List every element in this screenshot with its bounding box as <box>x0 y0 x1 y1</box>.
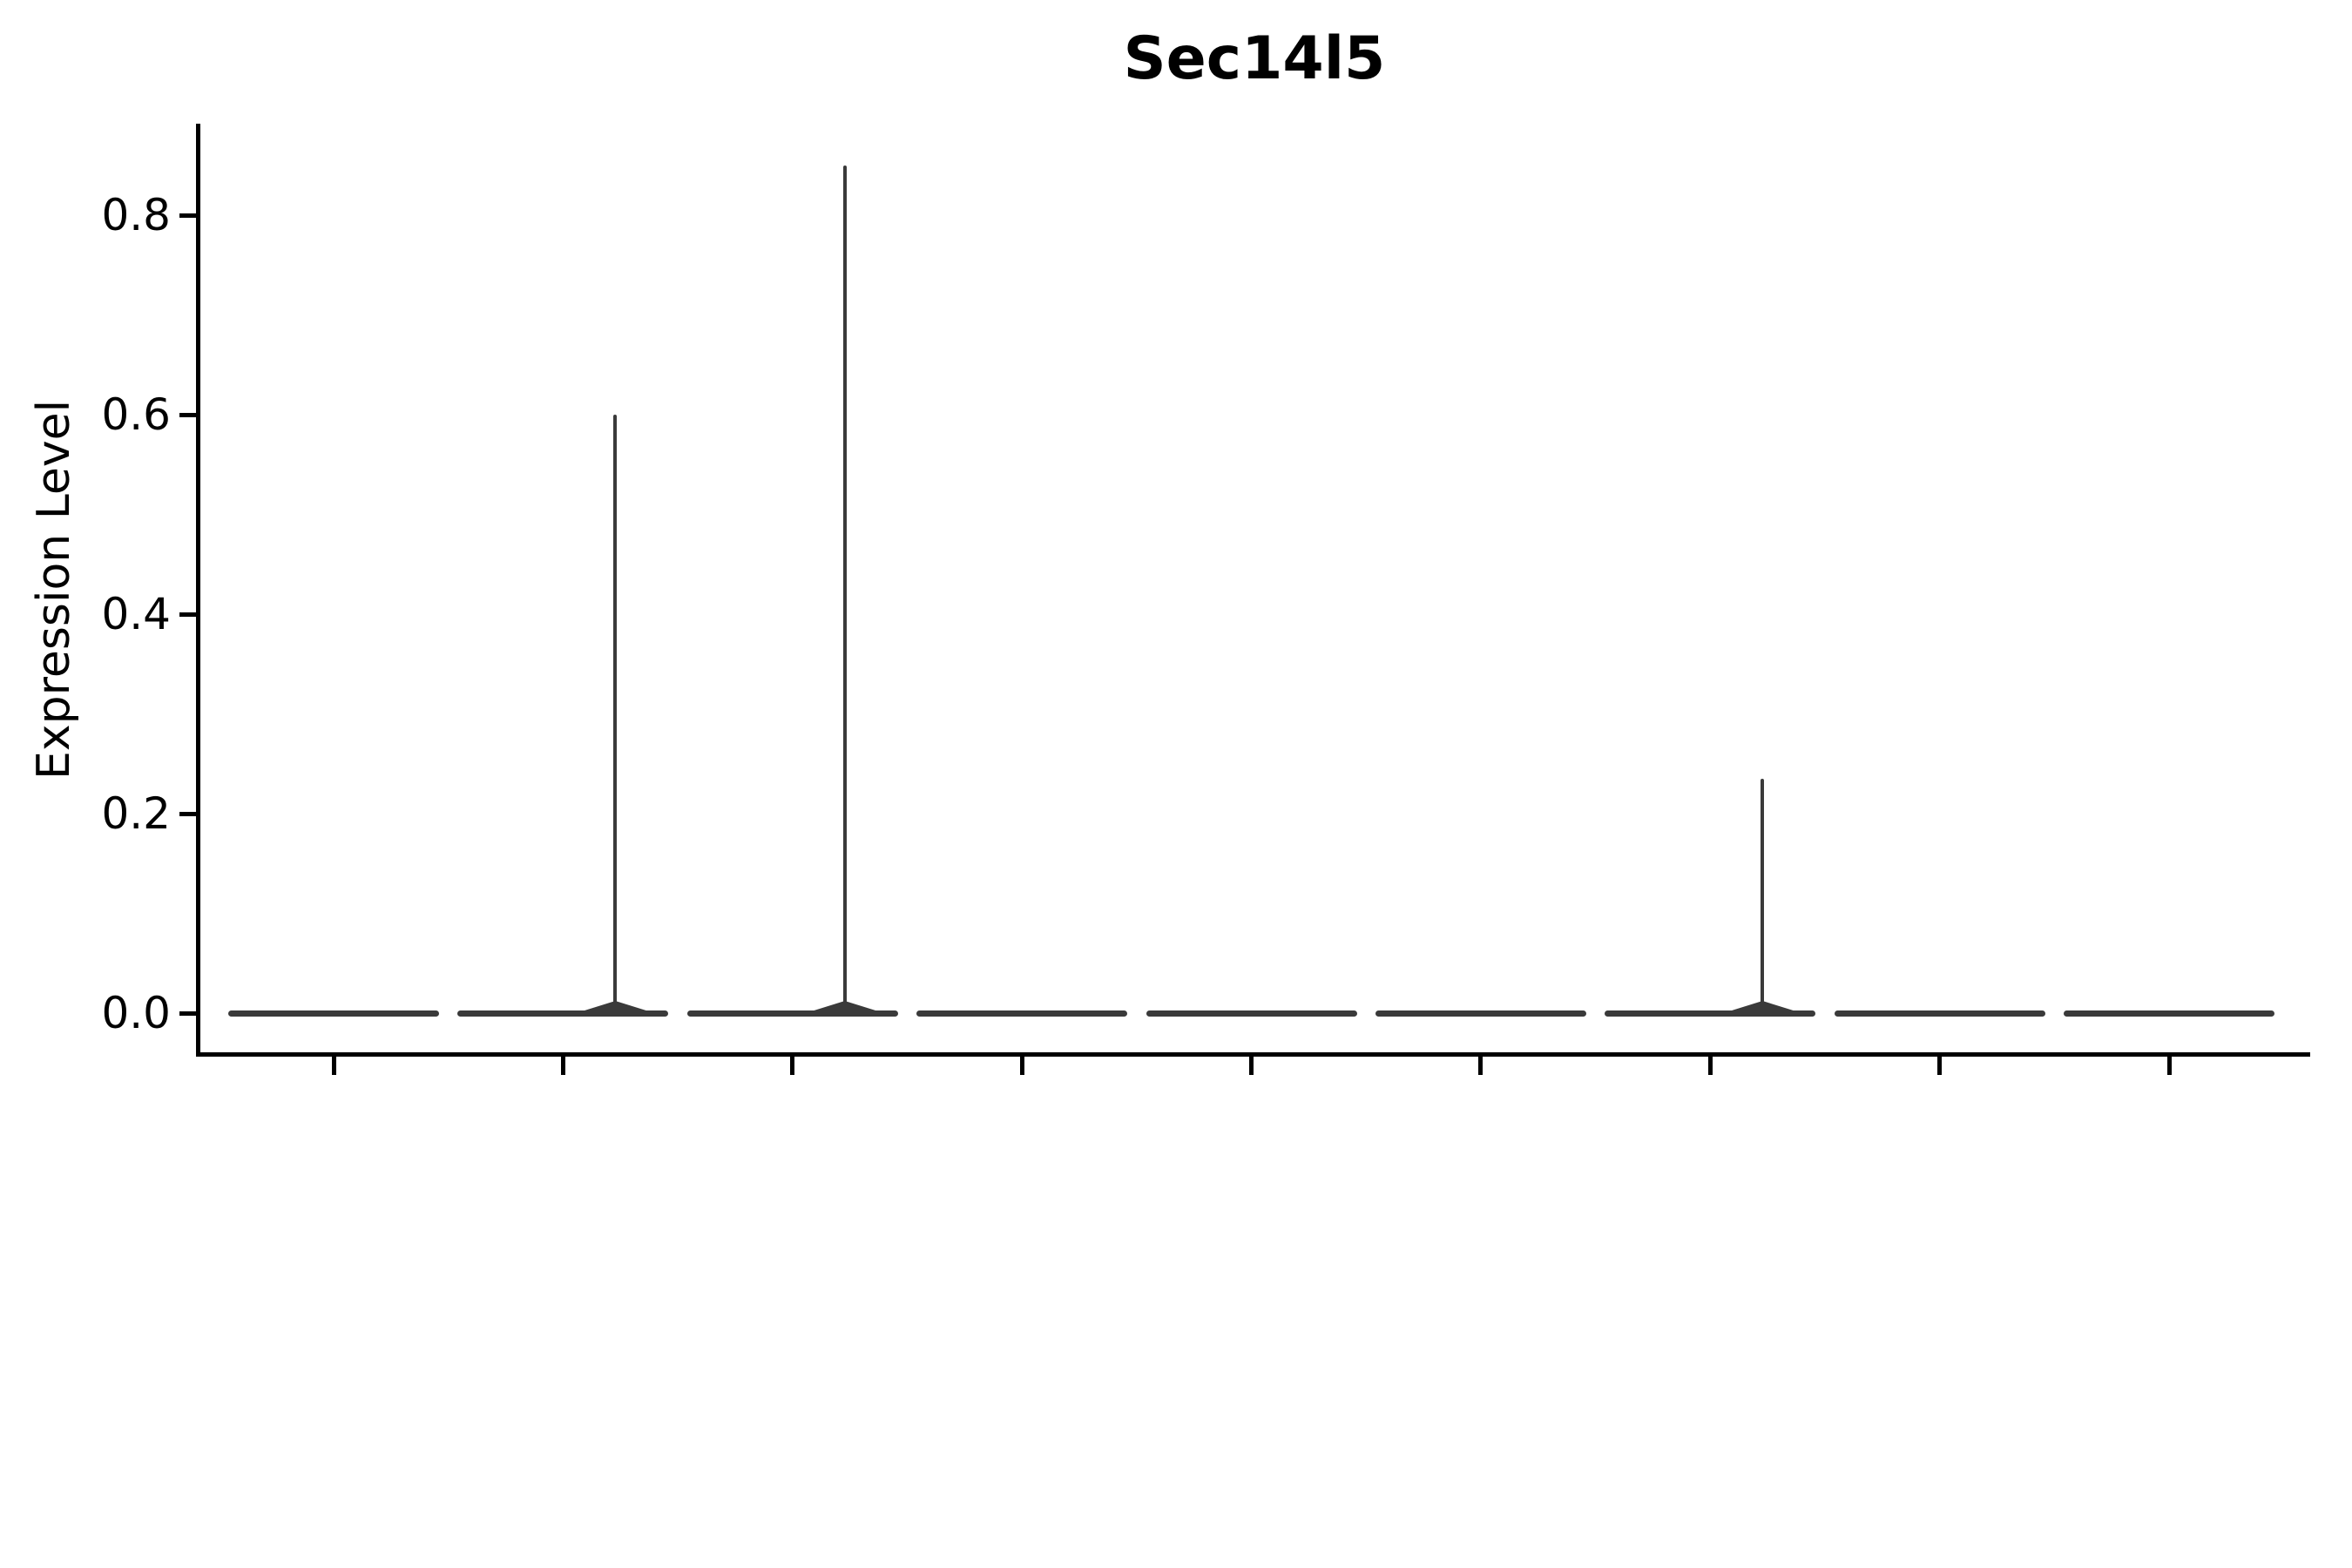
violin-spike-base <box>805 1001 884 1013</box>
violin-bar <box>228 1010 439 1017</box>
violin-spike <box>613 415 618 1013</box>
y-tick-label: 0.8 <box>101 190 171 240</box>
violin-bar <box>1834 1010 2045 1017</box>
y-tick-mark <box>179 1010 198 1016</box>
y-tick-mark <box>179 811 198 816</box>
y-tick-label: 0.6 <box>101 389 171 440</box>
y-tick-mark <box>179 612 198 617</box>
x-tick-mark <box>1707 1057 1713 1075</box>
y-tick-label: 0.2 <box>101 788 171 839</box>
x-tick-mark <box>1937 1057 1943 1075</box>
y-axis-line <box>196 124 200 1057</box>
violin-spike <box>842 165 847 1014</box>
y-tick-mark <box>179 412 198 417</box>
x-tick-mark <box>790 1057 795 1075</box>
violin-bar <box>2064 1010 2274 1017</box>
y-tick-label: 0.0 <box>101 988 171 1038</box>
x-tick-mark <box>1478 1057 1484 1075</box>
violin-spike-base <box>576 1001 655 1013</box>
chart-title: Sec14l5 <box>1123 24 1386 93</box>
violin-bar <box>1605 1010 1816 1017</box>
violin-bar <box>686 1010 898 1017</box>
x-tick-mark <box>1019 1057 1024 1075</box>
x-tick-mark <box>1249 1057 1254 1075</box>
x-axis-line <box>196 1052 2310 1057</box>
violin-bar <box>1375 1010 1586 1017</box>
violin-bar <box>1146 1010 1357 1017</box>
violin-spike-base <box>1723 1001 1802 1013</box>
y-axis-label: Expression Level <box>28 399 80 781</box>
x-tick-mark <box>331 1057 336 1075</box>
x-tick-mark <box>2166 1057 2172 1075</box>
violin-bar <box>457 1010 669 1017</box>
x-tick-mark <box>560 1057 565 1075</box>
y-tick-label: 0.4 <box>101 589 171 639</box>
y-tick-mark <box>179 213 198 218</box>
violin-spike <box>1761 778 1765 1013</box>
violin-bar <box>916 1010 1128 1017</box>
